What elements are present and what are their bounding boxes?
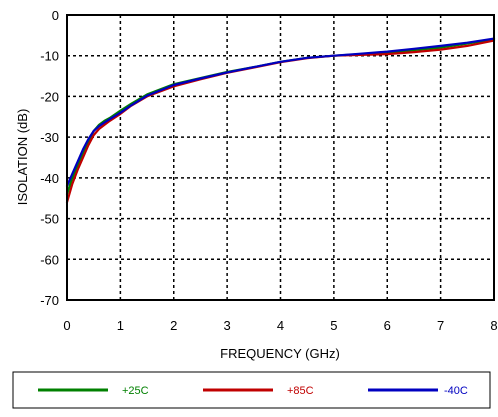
x-tick-label: 5 <box>330 318 337 333</box>
y-tick-label: -20 <box>40 89 59 104</box>
y-tick-label: -60 <box>40 252 59 267</box>
x-tick-label: 3 <box>224 318 231 333</box>
grid-lines <box>67 15 494 300</box>
legend-label: +85C <box>287 385 314 397</box>
series-layer <box>65 37 496 204</box>
legend-label: +25C <box>122 385 149 397</box>
legend: +25C +85C -40C <box>38 385 468 397</box>
y-tick-label: -10 <box>40 49 59 64</box>
y-tick-label: -40 <box>40 171 59 186</box>
x-tick-label: 0 <box>63 318 70 333</box>
x-tick-label: 2 <box>170 318 177 333</box>
x-tick-label: 1 <box>117 318 124 333</box>
y-tick-label: 0 <box>52 8 59 23</box>
legend-label: -40C <box>444 385 468 397</box>
x-tick-label: 6 <box>384 318 391 333</box>
x-axis-title: FREQUENCY (GHz) <box>220 346 340 361</box>
tick-labels: 0 1 2 3 4 5 6 7 8 0 -10 -20 -30 -40 -50 -60 -70 <box>40 8 497 333</box>
y-tick-label: -30 <box>40 130 59 145</box>
x-tick-label: 7 <box>437 318 444 333</box>
y-tick-label: -50 <box>40 212 59 227</box>
y-axis-title: ISOLATION (dB) <box>15 109 30 206</box>
plot-frame <box>66 14 495 301</box>
x-tick-label: 4 <box>277 318 284 333</box>
series-line-+85C <box>65 39 496 204</box>
series-line--40C <box>65 37 496 188</box>
x-tick-label: 8 <box>490 318 497 333</box>
y-tick-label: -70 <box>40 293 59 308</box>
